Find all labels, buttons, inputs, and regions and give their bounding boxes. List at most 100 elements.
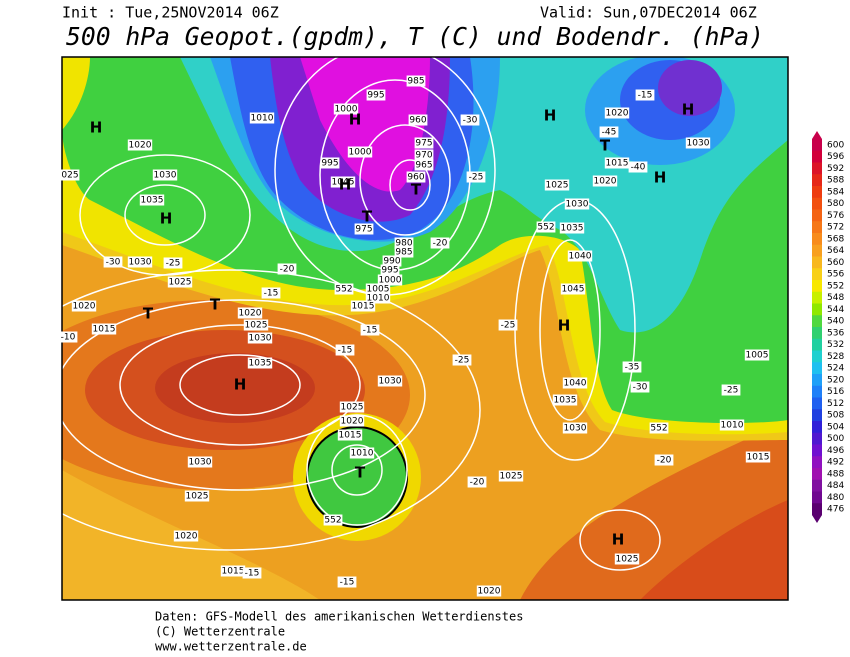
isoline-label-box bbox=[567, 250, 593, 262]
isoline-label-box bbox=[562, 377, 588, 389]
isoline-label-box bbox=[152, 169, 178, 181]
isoline-label-box bbox=[247, 357, 273, 369]
colorbar-label: 596 bbox=[827, 152, 844, 162]
isoline-label-box bbox=[139, 194, 165, 206]
isoline-label-box bbox=[127, 139, 153, 151]
isoline-label-box bbox=[333, 103, 359, 115]
pressure-center-marker: H bbox=[234, 376, 247, 394]
isoline-label-box bbox=[414, 149, 434, 161]
isoline-label: 552 bbox=[324, 516, 341, 526]
isoline-label-box bbox=[323, 514, 343, 526]
colorbar-label: 544 bbox=[827, 305, 844, 315]
colorbar-swatch bbox=[812, 338, 822, 351]
isoline-label-box bbox=[242, 567, 262, 579]
isoline-label: -30 bbox=[463, 116, 478, 126]
isoline-label: 1010 bbox=[367, 294, 390, 304]
colorbar-label: 564 bbox=[827, 246, 844, 256]
colorbar-label: 600 bbox=[827, 140, 844, 150]
colorbar-swatch bbox=[812, 444, 822, 457]
pressure-center-marker: H bbox=[558, 317, 571, 335]
colorbar-swatch bbox=[812, 186, 822, 199]
isoline-label-box bbox=[562, 422, 588, 434]
isoline-label: 1030 bbox=[129, 258, 152, 268]
isoline-label: 960 bbox=[407, 173, 424, 183]
isoline-label: -40 bbox=[631, 163, 646, 173]
colorbar-swatch bbox=[812, 221, 822, 234]
colorbar-label: 592 bbox=[827, 164, 844, 174]
colorbar-label: 536 bbox=[827, 328, 844, 338]
isoline-label: -20 bbox=[433, 239, 448, 249]
colorbar-swatch bbox=[812, 385, 822, 398]
isoline-label: -30 bbox=[106, 258, 121, 268]
colorbar-swatch bbox=[812, 479, 822, 492]
isoline-label-box bbox=[58, 331, 78, 343]
isoline-label: 1030 bbox=[189, 458, 212, 468]
isoline-label: -25 bbox=[501, 321, 516, 331]
colorbar-swatch bbox=[812, 397, 822, 410]
colorbar-bottom-arrow bbox=[812, 515, 822, 523]
isoline-label: 980 bbox=[395, 239, 412, 249]
isoline-label: 1030 bbox=[154, 171, 177, 181]
isoline-label: 1020 bbox=[73, 302, 96, 312]
isoline-label: -15 bbox=[340, 578, 355, 588]
isoline-label: 1015 bbox=[606, 159, 629, 169]
isoline-label-box bbox=[498, 470, 524, 482]
isoline-label: 1040 bbox=[564, 379, 587, 389]
footer-line: (C) Wetterzentrale bbox=[155, 625, 285, 639]
isoline-label: 1015 bbox=[747, 453, 770, 463]
isoline-label-box bbox=[630, 381, 650, 393]
isoline-label-box bbox=[560, 283, 586, 295]
isoline-label-box bbox=[536, 221, 556, 233]
isoline-label: 1035 bbox=[554, 396, 577, 406]
isoline-label-box bbox=[430, 237, 450, 249]
colorbar-label: 496 bbox=[827, 446, 844, 456]
isoline-label-box bbox=[394, 237, 414, 249]
isoline-label-box bbox=[599, 126, 619, 138]
colorbar-label: 492 bbox=[827, 458, 844, 468]
colorbar-label: 508 bbox=[827, 411, 844, 421]
colorbar-swatch bbox=[812, 139, 822, 152]
colorbar-label: 512 bbox=[827, 399, 844, 409]
isoline-label-box bbox=[60, 169, 80, 181]
isoline-label-box bbox=[614, 553, 640, 565]
isoline-label: 1025 bbox=[186, 492, 209, 502]
isoline-label-box bbox=[163, 257, 183, 269]
isoline-label: 1015 bbox=[93, 325, 116, 335]
isoline-label-box bbox=[350, 300, 376, 312]
isoline-label: 1000 bbox=[379, 276, 402, 286]
colorbar-swatch bbox=[812, 291, 822, 304]
isoline-label-box bbox=[339, 401, 365, 413]
colorbar-top-arrow bbox=[812, 131, 822, 139]
isoline-label: 1020 bbox=[594, 177, 617, 187]
isoline-label-box bbox=[71, 300, 97, 312]
isoline-label: 1045 bbox=[562, 285, 585, 295]
isoline-label-box bbox=[452, 354, 472, 366]
isoline-label-box bbox=[406, 75, 426, 87]
isoline-label: 1020 bbox=[239, 309, 262, 319]
isoline-label-box bbox=[347, 146, 373, 158]
colorbar-swatch bbox=[812, 374, 822, 387]
colorbar-label: 548 bbox=[827, 293, 844, 303]
colorbar-swatch bbox=[812, 327, 822, 340]
colorbar-swatch bbox=[812, 150, 822, 163]
isoline-label-box bbox=[320, 157, 340, 169]
map-frame bbox=[61, 56, 789, 601]
valid-time: Valid: Sun,07DEC2014 06Z bbox=[540, 4, 757, 22]
isoline-label: 1045 bbox=[332, 178, 355, 188]
isoline-label: 1030 bbox=[687, 139, 710, 149]
pressure-center-marker: T bbox=[411, 181, 422, 199]
isoline-label: 1040 bbox=[569, 252, 592, 262]
colorbar-swatch bbox=[812, 491, 822, 504]
isoline-label-box bbox=[330, 176, 356, 188]
isoline-label: -15 bbox=[264, 289, 279, 299]
isoline-label: 995 bbox=[367, 91, 384, 101]
isoline-label-box bbox=[354, 223, 374, 235]
colorbar-swatch bbox=[812, 174, 822, 187]
isoline-label-box bbox=[649, 422, 669, 434]
isoline-label: -25 bbox=[724, 386, 739, 396]
isoline-label: -25 bbox=[455, 356, 470, 366]
isoline-label: 990 bbox=[383, 257, 400, 267]
isoline-label: 1015 bbox=[222, 567, 245, 577]
isoline-label-box bbox=[380, 264, 400, 276]
colorbar-swatch bbox=[812, 268, 822, 281]
